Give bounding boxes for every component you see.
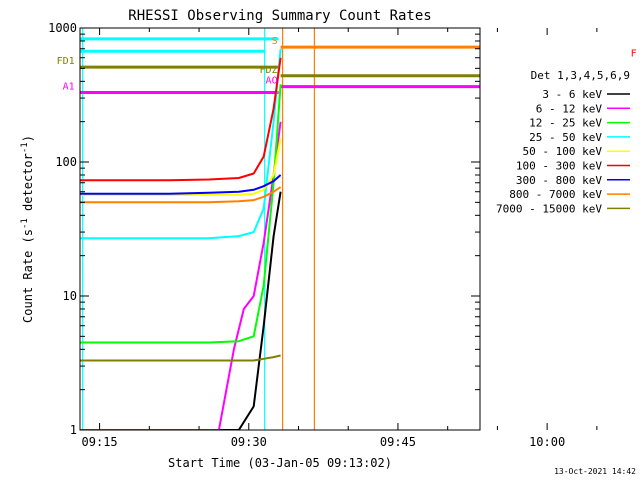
series-1-segment-0 bbox=[80, 121, 282, 430]
legend-label-7: 800 - 7000 keV bbox=[509, 188, 602, 201]
legend-label-2: 12 - 25 keV bbox=[529, 117, 602, 130]
legend-label-0: 3 - 6 keV bbox=[542, 88, 602, 101]
series-2-segment-1 bbox=[552, 265, 640, 321]
y-axis-label-tail-exponent: -1 bbox=[20, 142, 30, 153]
legend-label-5: 100 - 300 keV bbox=[516, 160, 602, 173]
series-7-segment-0 bbox=[80, 186, 282, 204]
series-6-segment-0 bbox=[80, 174, 282, 195]
chart-title: RHESSI Observing Summary Count Rates bbox=[128, 8, 431, 24]
legend-label-3: 25 - 50 keV bbox=[529, 131, 602, 144]
y-tick-label-3: 1000 bbox=[48, 21, 77, 35]
series-1-segment-1 bbox=[552, 209, 640, 301]
x-tick-label-2: 09:45 bbox=[380, 435, 416, 449]
y-axis-label-main: Count Rate (s bbox=[21, 229, 35, 323]
series-3-segment-0 bbox=[80, 48, 282, 240]
y-axis-label-exponent: -1 bbox=[20, 218, 30, 229]
series-8-segment-0 bbox=[80, 354, 281, 362]
legend-label-4: 50 - 100 keV bbox=[523, 145, 603, 158]
y-tick-label-1: 10 bbox=[63, 289, 77, 303]
series-2-segment-0 bbox=[80, 84, 282, 344]
series-0-segment-0 bbox=[80, 191, 282, 430]
y-axis-label-end: ) bbox=[21, 135, 35, 142]
flag-label-fdz: FDZ bbox=[260, 65, 278, 76]
x-tick-label-1: 09:30 bbox=[231, 435, 267, 449]
series-4-segment-0 bbox=[80, 138, 282, 196]
flag-label-fd1: FD1 bbox=[57, 56, 75, 67]
generation-timestamp: 13-Oct-2021 14:42 bbox=[554, 467, 636, 476]
flag-label-s: S bbox=[272, 36, 278, 47]
x-tick-label-3: 10:00 bbox=[529, 435, 565, 449]
x-tick-label-0: 09:15 bbox=[82, 435, 118, 449]
flag-label-f: F bbox=[631, 49, 637, 60]
series-8-segment-1 bbox=[552, 348, 640, 357]
axes: 09:1509:3009:4510:0010:1510:3010:4511010… bbox=[48, 21, 598, 449]
legend-title: Det 1,3,4,5,6,9 bbox=[531, 69, 630, 82]
flag-label-a1: A1 bbox=[63, 82, 75, 93]
y-axis-label-tail: detector bbox=[21, 153, 35, 218]
x-axis-label: Start Time (03-Jan-05 09:13:02) bbox=[168, 456, 392, 470]
series-5-segment-0 bbox=[80, 57, 282, 182]
y-tick-label-2: 100 bbox=[55, 155, 77, 169]
y-tick-label-0: 1 bbox=[70, 423, 77, 437]
y-axis-label: Count Rate (s-1 detector-1) bbox=[20, 135, 35, 323]
plot-frame bbox=[79, 27, 481, 431]
flag-label-ao: AO bbox=[266, 76, 278, 87]
legend-label-1: 6 - 12 keV bbox=[536, 102, 603, 115]
plot-clip-group bbox=[80, 28, 640, 430]
legend-label-8: 7000 - 15000 keV bbox=[496, 202, 602, 215]
legend-label-6: 300 - 800 keV bbox=[516, 174, 602, 187]
